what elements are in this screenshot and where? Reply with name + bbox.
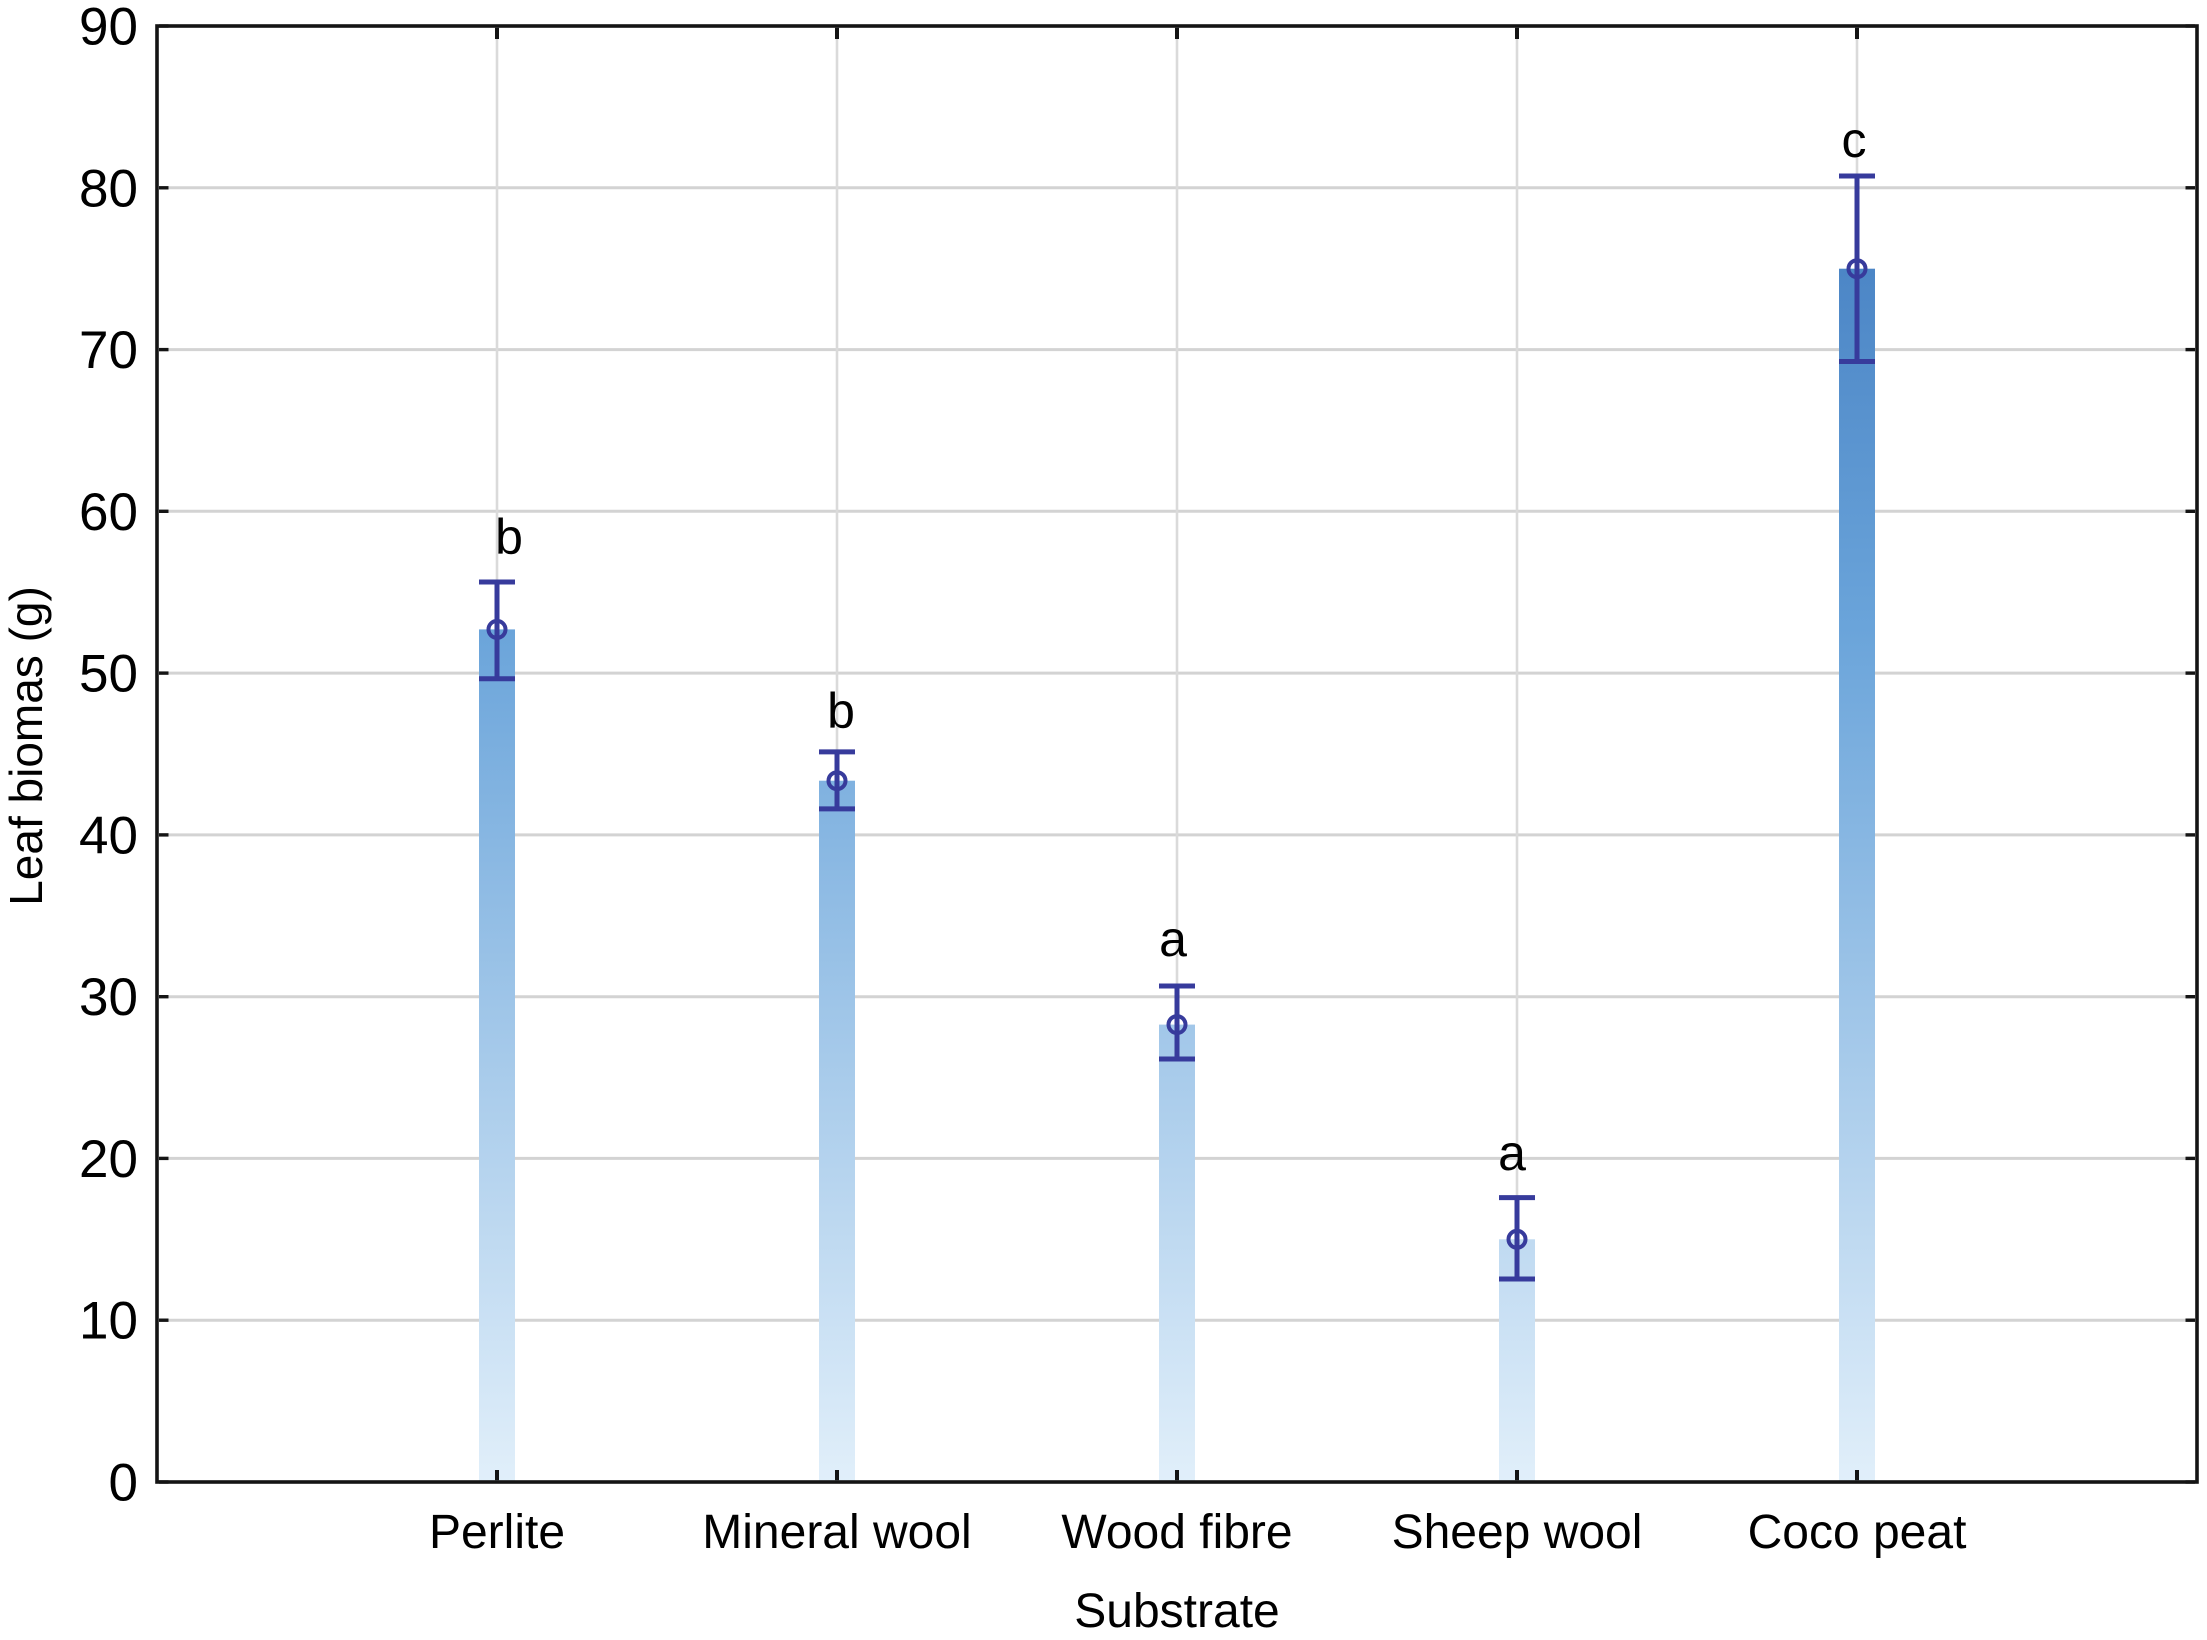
svg-text:Sheep wool: Sheep wool — [1392, 1506, 1643, 1559]
svg-text:Mineral wool: Mineral wool — [702, 1506, 971, 1559]
svg-text:Substrate: Substrate — [1074, 1585, 1279, 1638]
svg-text:Perlite: Perlite — [429, 1506, 565, 1559]
svg-text:Coco peat: Coco peat — [1748, 1506, 1967, 1559]
svg-text:10: 10 — [79, 1292, 138, 1351]
svg-text:70: 70 — [79, 321, 138, 380]
svg-text:40: 40 — [79, 806, 138, 865]
svg-text:a: a — [1498, 1125, 1526, 1181]
svg-text:Wood fibre: Wood fibre — [1061, 1506, 1292, 1559]
svg-text:b: b — [495, 509, 523, 565]
svg-text:80: 80 — [79, 159, 138, 218]
svg-text:90: 90 — [79, 0, 138, 57]
svg-text:60: 60 — [79, 483, 138, 542]
svg-text:a: a — [1159, 911, 1187, 967]
svg-text:b: b — [827, 683, 855, 739]
svg-text:50: 50 — [79, 645, 138, 704]
svg-text:0: 0 — [109, 1454, 138, 1513]
svg-text:c: c — [1842, 112, 1867, 168]
svg-text:20: 20 — [79, 1130, 138, 1189]
svg-text:Leaf biomas (g): Leaf biomas (g) — [0, 586, 52, 906]
svg-text:30: 30 — [79, 968, 138, 1027]
